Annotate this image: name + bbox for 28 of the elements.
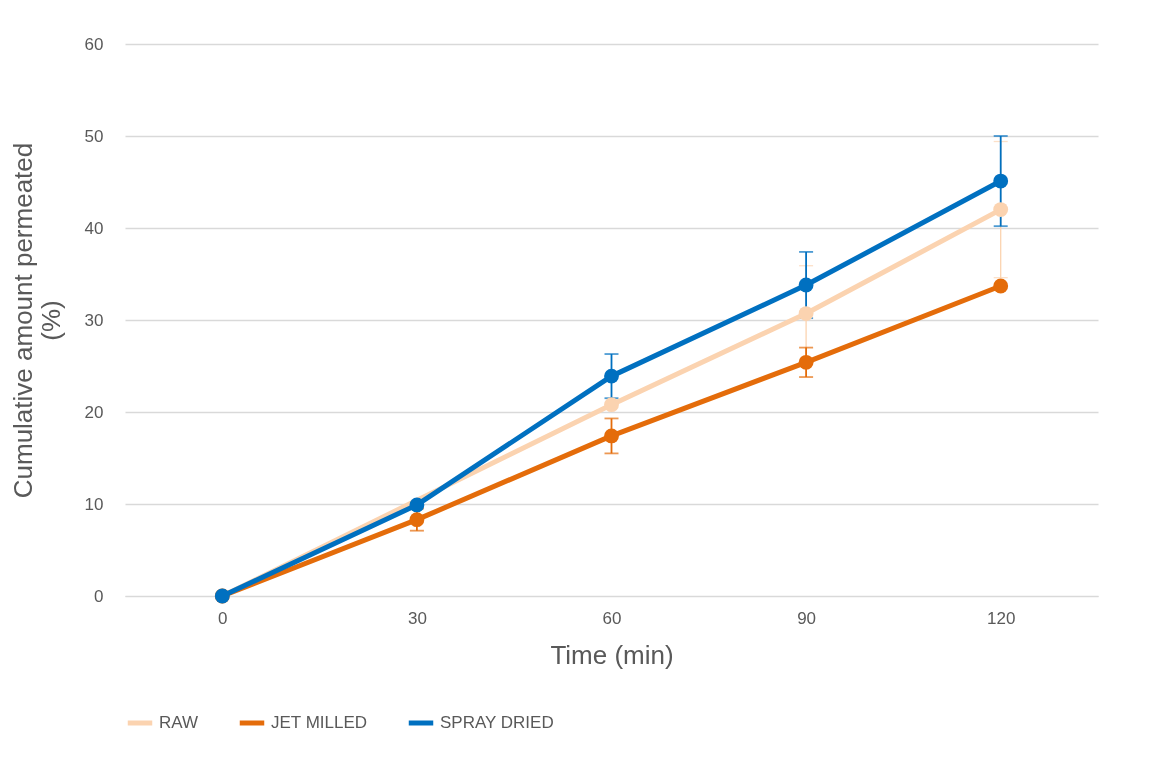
x-tick-label: 0 [218, 608, 228, 628]
x-tick-label: 60 [602, 608, 622, 628]
y-tick-label: 0 [94, 586, 104, 606]
y-tick-label: 60 [84, 34, 104, 54]
point [409, 497, 425, 513]
y-tick-label: 50 [84, 126, 104, 146]
y-tick-label: 10 [84, 494, 104, 514]
point [409, 512, 425, 528]
point [798, 277, 814, 293]
point [604, 397, 619, 413]
y-tick-label: 20 [84, 402, 104, 422]
point [798, 354, 814, 370]
point [604, 368, 619, 384]
legend-label: SPRAY DRIED [440, 713, 554, 732]
legend-label: JET MILLED [271, 713, 368, 732]
point [993, 173, 1009, 189]
y-tick-label: 30 [84, 310, 104, 330]
x-axis-title: Time (min) [550, 639, 674, 670]
point [993, 202, 1009, 217]
x-tick-label: 90 [797, 608, 817, 628]
y-tick-label: 40 [84, 218, 104, 238]
legend-label: RAW [159, 713, 199, 732]
x-tick-label: 120 [987, 608, 1016, 628]
point [604, 428, 619, 444]
point [993, 278, 1009, 294]
y-axis-title: Cumulative amount permeated (%) [7, 142, 66, 499]
x-tick-label: 30 [407, 608, 427, 628]
point [798, 306, 814, 321]
